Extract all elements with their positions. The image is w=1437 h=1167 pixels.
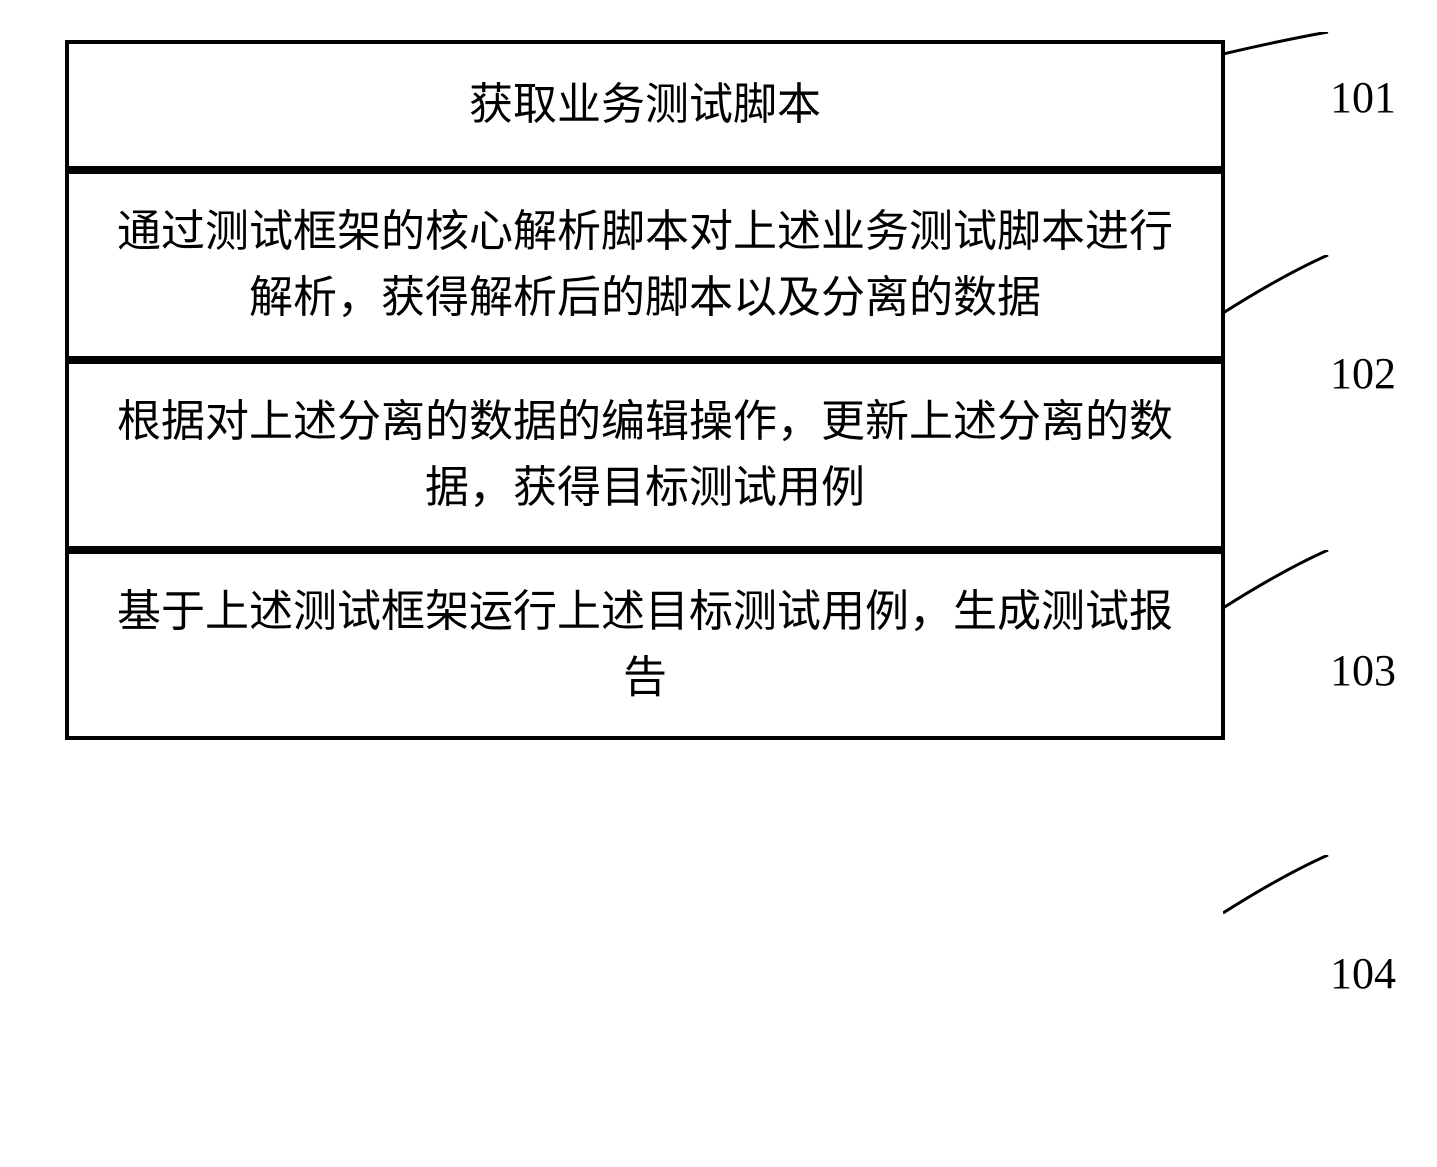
flowchart-step-101: 获取业务测试脚本 <box>65 40 1225 170</box>
flowchart-step-102: 通过测试框架的核心解析脚本对上述业务测试脚本进行解析，获得解析后的脚本以及分离的… <box>65 170 1225 360</box>
flowchart-step-103: 根据对上述分离的数据的编辑操作，更新上述分离的数据，获得目标测试用例 <box>65 360 1225 550</box>
step-text: 通过测试框架的核心解析脚本对上述业务测试脚本进行解析，获得解析后的脚本以及分离的… <box>109 199 1181 331</box>
step-label-101: 101 <box>1330 72 1396 123</box>
leader-line-101 <box>1223 32 1333 92</box>
leader-line-103 <box>1223 550 1333 620</box>
step-label-103: 103 <box>1330 645 1396 696</box>
step-label-102: 102 <box>1330 348 1396 399</box>
flowchart-step-104: 基于上述测试框架运行上述目标测试用例，生成测试报告 <box>65 550 1225 740</box>
step-text: 根据对上述分离的数据的编辑操作，更新上述分离的数据，获得目标测试用例 <box>109 389 1181 521</box>
leader-line-104 <box>1223 855 1333 925</box>
flowchart-container: 获取业务测试脚本 101 通过测试框架的核心解析脚本对上述业务测试脚本进行解析，… <box>65 40 1365 740</box>
step-text: 获取业务测试脚本 <box>469 72 821 138</box>
leader-line-102 <box>1223 255 1333 325</box>
step-label-104: 104 <box>1330 948 1396 999</box>
step-text: 基于上述测试框架运行上述目标测试用例，生成测试报告 <box>109 579 1181 711</box>
